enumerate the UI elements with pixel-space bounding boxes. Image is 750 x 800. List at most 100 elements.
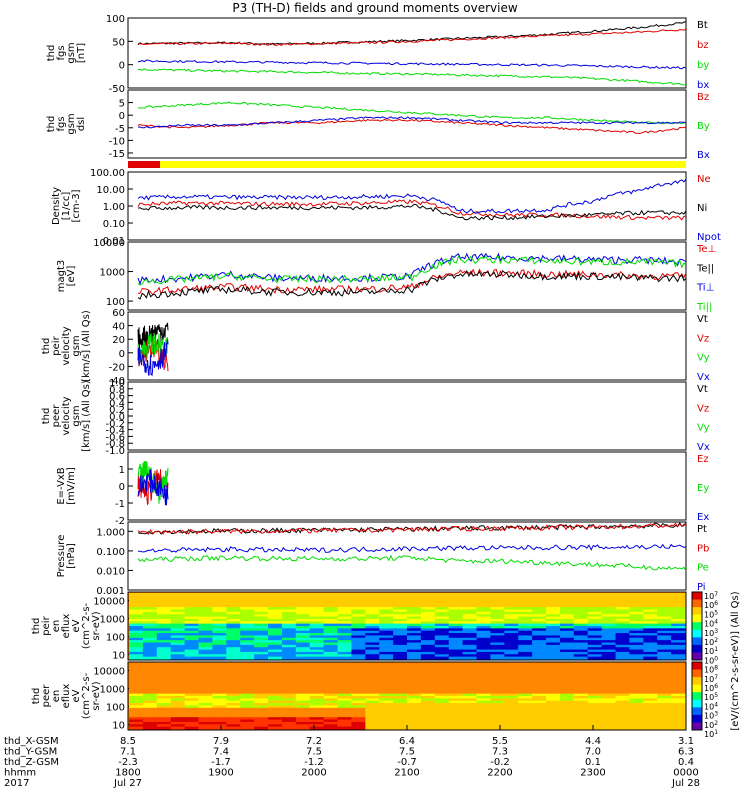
spectrogram-cell (559, 726, 575, 730)
spectrogram-cell (129, 710, 144, 713)
spectrogram-cell (407, 696, 422, 699)
y-tick-label: -1.0 (105, 446, 125, 457)
spectrogram-cell (407, 607, 422, 610)
spectrogram-cell (351, 712, 366, 716)
spectrogram-cell (657, 719, 672, 723)
spectrogram-cell (170, 686, 186, 690)
spectrogram-cell (198, 602, 213, 606)
spectrogram-cell (671, 665, 686, 669)
spectrogram-cell (490, 607, 505, 610)
legend-Ti⊥: Ti⊥ (696, 283, 714, 294)
spectrogram-cell (671, 712, 686, 716)
spectrogram-cell (587, 651, 603, 655)
spectrogram-cell (573, 686, 589, 690)
spectrogram-cell (281, 647, 297, 651)
spectrogram-cell (240, 647, 255, 651)
spectrogram-cell (295, 656, 311, 660)
spectrogram-cell (226, 712, 241, 716)
spectrogram-cell (268, 726, 283, 730)
spectrogram-cell (518, 609, 533, 613)
spectrogram-cell (295, 640, 311, 643)
spectrogram-cell (170, 640, 186, 643)
spectrogram-cell (462, 644, 477, 648)
spectrogram-cell (337, 609, 352, 613)
spectrogram-cell (323, 691, 338, 695)
spectrogram-cell (671, 651, 686, 655)
spectrogram-cell (629, 705, 644, 709)
legend-by: by (697, 60, 709, 71)
spectrogram-cell (184, 674, 199, 678)
legend-Vt: Vt (697, 314, 708, 325)
spectrogram-cell (156, 597, 172, 601)
spectrogram-cell (643, 626, 658, 629)
spectrogram-cell (393, 710, 408, 713)
spectrogram-cell (587, 686, 603, 690)
spectrogram-cell (379, 681, 394, 685)
colorbar-tick-label: 103 (704, 628, 718, 638)
spectrogram-cell (629, 602, 644, 606)
spectrogram-cell (170, 674, 186, 678)
spectrogram-cell (462, 635, 477, 639)
spectrogram-cell (323, 647, 338, 651)
spectrogram-cell (532, 600, 547, 603)
spectrogram-cell (448, 681, 464, 685)
spectrogram-cell (671, 656, 686, 660)
spectrogram-cell (615, 604, 630, 608)
spectrogram-cell (448, 719, 464, 723)
spectrogram-cell (643, 681, 658, 685)
spectrogram-cell (351, 614, 366, 618)
spectrogram-cell (281, 714, 297, 718)
spectrogram-cell (365, 611, 380, 615)
spectrogram-cell (532, 691, 547, 695)
spectrogram-cell (309, 714, 325, 718)
spectrogram-cell (156, 621, 172, 625)
spectrogram-cell (156, 670, 172, 673)
spectrogram-cell (532, 665, 547, 669)
legend-bz: bz (697, 40, 709, 51)
y-tick-label: -0.4 (105, 426, 125, 437)
spectrogram-cell (462, 630, 477, 634)
spectrogram-cell (490, 677, 505, 680)
spectrogram-cell (129, 607, 144, 610)
spectrogram-cell (351, 607, 366, 610)
spectrogram-cell (462, 663, 477, 666)
spectrogram-cell (281, 707, 297, 711)
spectrogram-cell (573, 600, 589, 603)
spectrogram-cell (254, 681, 269, 685)
spectrogram-cell (601, 630, 616, 634)
spectrogram-cell (337, 677, 352, 680)
spectrogram-cell (476, 656, 491, 660)
spectrogram-cell (476, 626, 491, 629)
spectrogram-cell (198, 595, 213, 599)
spectrogram-cell (615, 712, 630, 716)
spectrogram-cell (170, 618, 186, 622)
spectrogram-cell (212, 656, 227, 660)
spectrogram-cell (559, 684, 575, 688)
spectrogram-cell (490, 688, 505, 692)
spectrogram-cell (226, 714, 241, 718)
spectrogram-cell (615, 609, 630, 613)
spectrogram-cell (573, 719, 589, 723)
spectrogram-cell (129, 630, 144, 634)
spectrogram-cell (379, 642, 394, 646)
spectrogram-cell (170, 719, 186, 723)
spectrogram-cell (212, 609, 227, 613)
spectrogram-cell (559, 721, 575, 725)
legend-Pe: Pe (697, 563, 709, 574)
spectrogram-cell (351, 703, 366, 706)
spectrogram-cell (184, 616, 199, 620)
spectrogram-cell (434, 651, 450, 655)
spectrogram-cell (420, 626, 436, 629)
spectrogram-cell (295, 684, 311, 688)
spectrogram-cell (420, 609, 436, 613)
spectrogram-cell (142, 609, 158, 613)
spectrogram-cell (476, 663, 491, 666)
spectrogram-cell (643, 604, 658, 608)
spectrogram-cell (671, 644, 686, 648)
spectrogram-cell (240, 703, 255, 706)
series-line-Vx (137, 339, 169, 377)
spectrogram-cell (532, 688, 547, 692)
spectrogram-cell (393, 703, 408, 706)
spectrogram-cell (573, 710, 589, 713)
spectrogram-cell (462, 640, 477, 643)
